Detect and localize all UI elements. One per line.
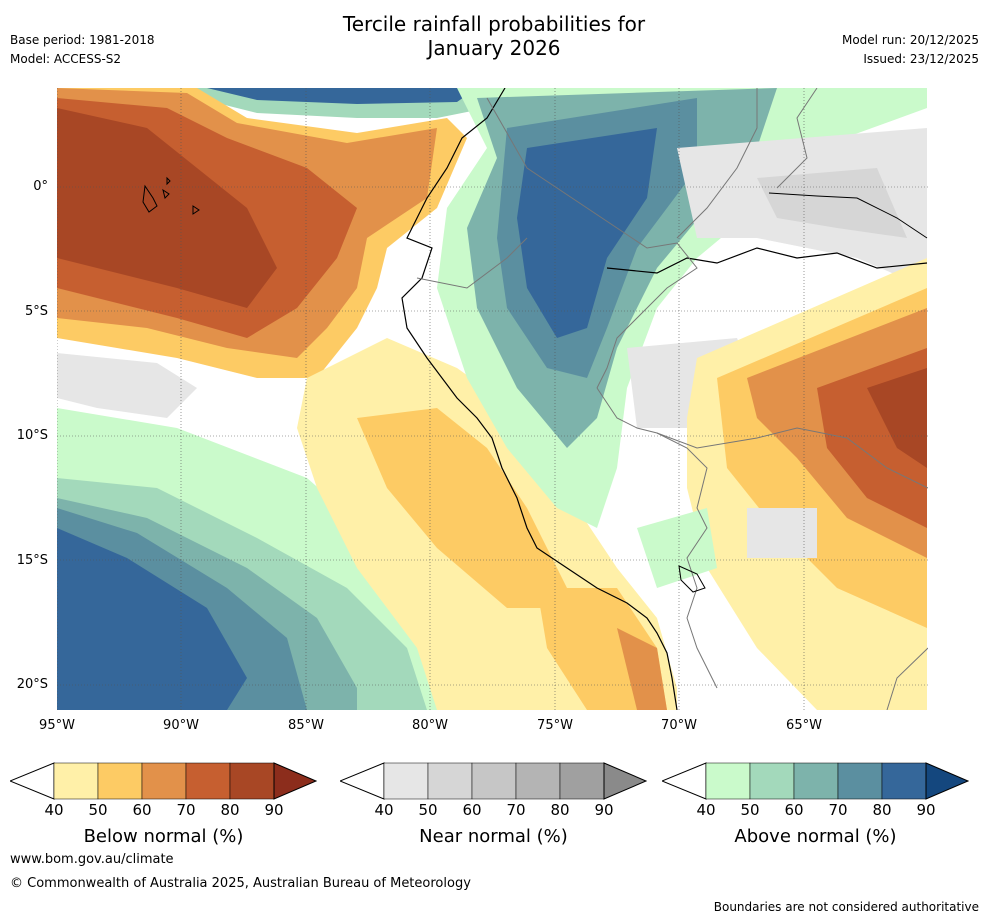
colorbar-below-swatch-40: [53, 762, 99, 800]
above-field-amazon-80: [517, 128, 657, 338]
boundary-paraguay: [886, 647, 928, 710]
colorbar-below-tick: 90: [264, 801, 284, 819]
colorbar-above-tick: 40: [696, 801, 716, 819]
below-field-east-80: [867, 368, 927, 468]
lat-label-0: 0°: [33, 179, 48, 194]
colorbar-near-swatch-80: [559, 762, 605, 800]
colorbar-above: [662, 762, 969, 800]
colorbar-near-tick: 70: [506, 801, 526, 819]
bom-url: www.bom.gov.au/climate: [10, 852, 174, 867]
boundary-colombia-brazil: [676, 88, 758, 239]
colorbar-near-high-arrow: [603, 762, 647, 800]
colorbar-above-high-arrow: [925, 762, 969, 800]
near-field-east: [747, 508, 817, 558]
colorbar-below: [10, 762, 317, 800]
lat-label-10s: 10°S: [16, 428, 48, 443]
base-period: Base period: 1981-2018: [10, 33, 155, 47]
colorbar-above-tick: 50: [740, 801, 760, 819]
colorbar-near: [340, 762, 647, 800]
boundary-ecuador-peru: [416, 237, 528, 289]
colorbar-below-tick: 50: [88, 801, 108, 819]
colorbar-above-tick: 60: [784, 801, 804, 819]
colorbar-below-tick: 80: [220, 801, 240, 819]
island-santa-cruz: [192, 205, 200, 215]
colorbar-near-swatch-70: [515, 762, 561, 800]
below-field-west-80: [57, 108, 277, 308]
below-field-coast-50: [357, 408, 577, 608]
boundary-venezuela-brazil: [776, 88, 818, 189]
island-santiago: [162, 188, 170, 199]
lake-titicaca: [678, 565, 706, 593]
colorbar-below-tick: 40: [44, 801, 64, 819]
colorbar-near-swatch-50: [427, 762, 473, 800]
lat-label-15s: 15°S: [16, 553, 48, 568]
colorbar-below-swatch-70: [185, 762, 231, 800]
lon-label-70w: 70°W: [661, 718, 697, 733]
island-isabela: [142, 184, 158, 213]
colorbar-above-tick: 80: [872, 801, 892, 819]
lat-label-20s: 20°S: [16, 677, 48, 692]
colorbar-near-title: Near normal (%): [419, 826, 568, 847]
colorbar-below-high-arrow: [273, 762, 317, 800]
near-field-west: [57, 353, 197, 418]
lon-label-90w: 90°W: [163, 718, 199, 733]
probability-map: [57, 88, 928, 710]
title-line-2: January 2026: [427, 36, 561, 60]
lon-label-95w: 95°W: [39, 718, 75, 733]
colorbar-above-low-arrow: [662, 762, 707, 800]
boundary-colombia-peru: [486, 97, 698, 389]
colorbar-above-swatch-70: [837, 762, 883, 800]
lon-label-80w: 80°W: [412, 718, 448, 733]
colorbar-near-tick: 60: [462, 801, 482, 819]
gridlines: [57, 88, 928, 710]
colorbar-above-swatch-60: [793, 762, 839, 800]
lon-label-75w: 75°W: [537, 718, 573, 733]
colorbar-below-swatch-80: [229, 762, 275, 800]
colorbar-below-low-arrow: [10, 762, 55, 800]
above-field-north-core: [207, 88, 477, 104]
model-run: Model run: 20/12/2025: [841, 33, 979, 47]
boundary-bolivia-brazil: [656, 427, 928, 489]
island-marchena: [166, 176, 171, 186]
boundary-peru-bolivia-brazil: [596, 387, 718, 689]
colorbar-above-tick: 90: [916, 801, 936, 819]
colorbar-near-tick: 40: [374, 801, 394, 819]
galapagos-islands: [142, 176, 200, 215]
lat-label-5s: 5°S: [24, 304, 48, 319]
map-canvas: [57, 88, 928, 710]
coastline: [401, 88, 678, 710]
below-field-south-60: [617, 628, 667, 710]
country-boundaries: [416, 88, 928, 710]
colorbar-above-swatch-40: [705, 762, 751, 800]
river-north: [768, 192, 928, 239]
colorbar-near-swatch-40: [383, 762, 429, 800]
colorbar-near-swatch-60: [471, 762, 517, 800]
title-line-1: Tercile rainfall probabilities for: [342, 12, 646, 36]
colorbar-near-tick: 90: [594, 801, 614, 819]
map-title: Tercile rainfall probabilities for Janua…: [0, 12, 988, 60]
colorbar-near-tick: 50: [418, 801, 438, 819]
colorbar-above-swatch-50: [749, 762, 795, 800]
colorbar-near-tick: 80: [550, 801, 570, 819]
near-field-northeast-50: [757, 168, 907, 238]
colorbar-below-swatch-60: [141, 762, 187, 800]
amazon-river: [606, 247, 928, 274]
copyright-notice: © Commonwealth of Australia 2025, Austra…: [10, 876, 471, 891]
colorbar-below-title: Below normal (%): [83, 826, 244, 847]
probability-fields: [57, 88, 928, 710]
colorbar-below-tick: 60: [132, 801, 152, 819]
colorbar-below-tick: 70: [176, 801, 196, 819]
colorbar-above-tick: 70: [828, 801, 848, 819]
colorbar-above-swatch-80: [881, 762, 927, 800]
boundary-disclaimer: Boundaries are not considered authoritat…: [713, 900, 979, 914]
colorbar-below-swatch-50: [97, 762, 143, 800]
lon-label-65w: 65°W: [786, 718, 822, 733]
above-field-sw-80: [57, 528, 247, 710]
lon-label-85w: 85°W: [288, 718, 324, 733]
colorbar-near-low-arrow: [340, 762, 385, 800]
colorbar-above-title: Above normal (%): [734, 826, 897, 847]
above-field-south-inland: [637, 508, 717, 588]
issued-date: Issued: 23/12/2025: [863, 52, 979, 66]
model-name: Model: ACCESS-S2: [10, 52, 122, 66]
